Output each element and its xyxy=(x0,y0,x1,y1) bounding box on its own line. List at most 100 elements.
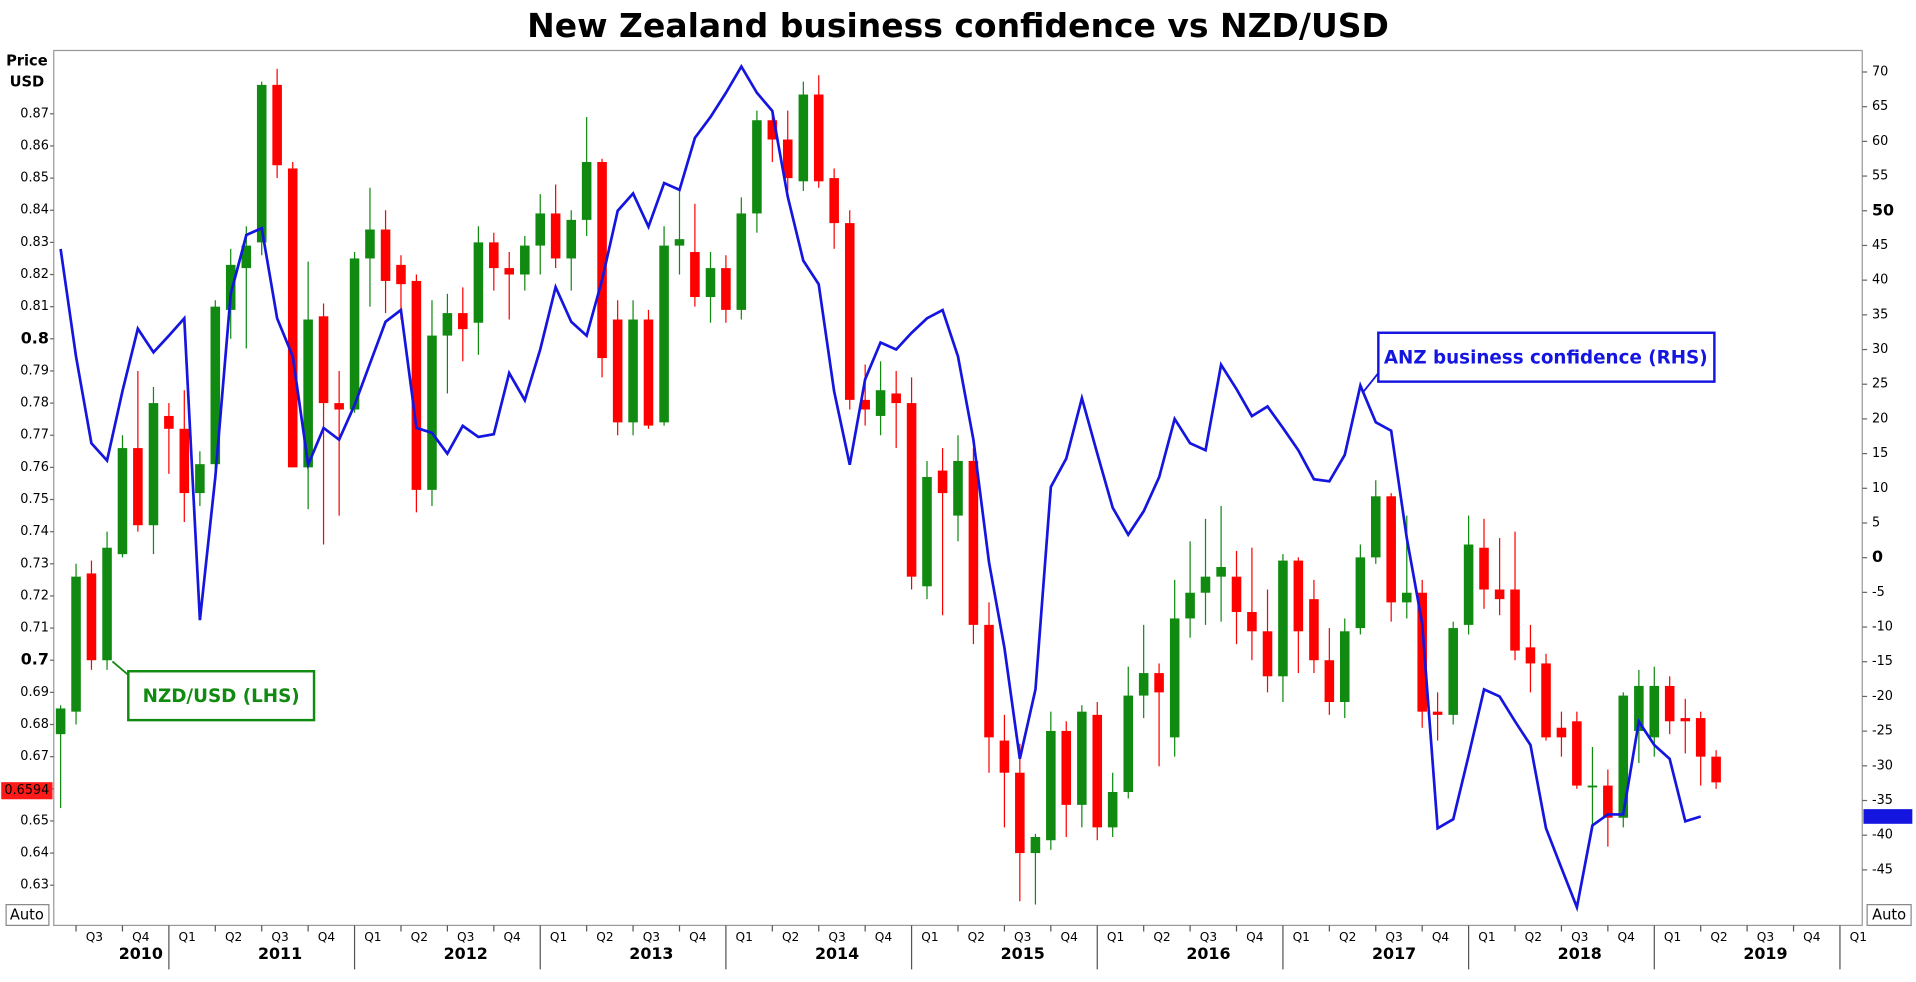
candle-body xyxy=(1432,711,1443,715)
y-tick-label: 0.87 xyxy=(20,106,49,121)
year-label: 2015 xyxy=(1001,944,1045,963)
x-tick-label: Q4 xyxy=(1618,930,1636,944)
candle-body xyxy=(690,252,700,298)
candle-body xyxy=(829,178,839,224)
x-tick-label: Q1 xyxy=(1293,930,1310,944)
y-tick-label: 0.81 xyxy=(20,299,49,314)
candle-body xyxy=(1278,560,1288,677)
y2-tick-label: -25 xyxy=(1872,724,1893,739)
x-tick-label: Q4 xyxy=(875,930,893,944)
auto-button[interactable] xyxy=(5,904,50,927)
candle-body xyxy=(1216,567,1226,577)
y2-tick-label: 15 xyxy=(1872,446,1888,461)
candle-body xyxy=(535,213,546,246)
auto-button-label[interactable]: Auto xyxy=(10,907,44,924)
y-tick-label: 0.74 xyxy=(20,524,49,539)
y-tick-label: 0.73 xyxy=(20,556,49,571)
candle-body xyxy=(1030,837,1041,854)
candle-body xyxy=(133,448,143,526)
candle-body xyxy=(256,84,267,243)
y2-tick-label: -20 xyxy=(1872,689,1893,704)
candle-body xyxy=(1339,631,1350,703)
annotations: NZD/USD (LHS) ANZ business confidence (R… xyxy=(111,331,1716,722)
candle-body xyxy=(1695,718,1706,757)
y2-tick-label: -5 xyxy=(1872,585,1885,600)
candle-body xyxy=(1510,589,1520,651)
y-tick-label: 0.64 xyxy=(20,846,49,861)
candle-body xyxy=(550,213,561,259)
y2-tick-label: 45 xyxy=(1872,238,1888,253)
year-label: 2011 xyxy=(258,944,302,963)
x-tick-label: Q4 xyxy=(689,930,707,944)
x-tick-label: Q3 xyxy=(1757,930,1774,944)
y-tick-label: 0.76 xyxy=(20,460,49,475)
x-tick-label: Q3 xyxy=(1200,930,1217,944)
last-price-marker xyxy=(1,782,53,800)
y2-tick-label: 25 xyxy=(1872,377,1888,392)
x-tick-label: Q4 xyxy=(132,930,150,944)
candle-body xyxy=(520,245,530,275)
y2-tick-label: 40 xyxy=(1872,273,1888,288)
candle-body xyxy=(1015,772,1025,854)
y2-tick-label: -30 xyxy=(1872,758,1893,773)
candle-body xyxy=(705,268,716,298)
confidence-line xyxy=(59,63,1702,913)
x-tick-label: Q3 xyxy=(86,930,103,944)
candle-body xyxy=(489,242,499,269)
y-tick-label: 0.82 xyxy=(20,267,49,282)
x-tick-label: Q3 xyxy=(1014,930,1031,944)
candle-body xyxy=(1664,685,1675,722)
x-tick-label: Q2 xyxy=(411,930,428,944)
candle-body xyxy=(349,258,360,410)
x-tick-label: Q1 xyxy=(1107,930,1124,944)
y2-tick-label: 70 xyxy=(1872,64,1888,79)
y2-tick-label: 10 xyxy=(1872,481,1888,496)
x-tick-label: Q2 xyxy=(782,930,799,944)
y-tick-label: 0.69 xyxy=(20,685,49,700)
candle-body xyxy=(1401,592,1412,603)
candle-body xyxy=(1634,685,1644,731)
candle-body xyxy=(1200,576,1211,593)
y-tick-label: 0.63 xyxy=(20,878,49,893)
y-tick-label: 0.77 xyxy=(20,428,49,443)
x-tick-label: Q1 xyxy=(550,930,567,944)
auto-button[interactable] xyxy=(1866,904,1912,927)
candle-body xyxy=(659,245,669,423)
candle-body xyxy=(179,428,190,494)
y-axis-label: Price USD xyxy=(6,52,48,90)
year-label: 2019 xyxy=(1743,944,1787,963)
candle-body xyxy=(767,120,778,140)
year-label: 2018 xyxy=(1558,944,1602,963)
y-tick-label: 0.78 xyxy=(20,396,49,411)
candle-body xyxy=(225,264,236,310)
candle-body xyxy=(1479,547,1489,590)
x-tick-label: Q1 xyxy=(736,930,753,944)
candle-body xyxy=(999,740,1010,773)
candle-body xyxy=(272,84,282,166)
y-tick-label: 0.71 xyxy=(20,621,49,636)
y2-tick-label: -35 xyxy=(1872,793,1893,808)
year-label: 2010 xyxy=(119,944,163,963)
y2-tick-label: 60 xyxy=(1872,134,1888,149)
candle-body xyxy=(117,448,128,555)
x-tick-label: Q2 xyxy=(1525,930,1542,944)
candle-body xyxy=(1107,792,1118,828)
axes: 0.630.640.650.660.670.680.690.70.710.720… xyxy=(1,64,1894,970)
candle-body xyxy=(1494,589,1505,600)
x-tick-label: Q4 xyxy=(1060,930,1078,944)
candle-body xyxy=(1138,673,1149,696)
x-tick-label: Q1 xyxy=(364,930,381,944)
candle-body xyxy=(1603,785,1613,818)
x-tick-label: Q2 xyxy=(1153,930,1170,944)
candle-body xyxy=(334,403,344,410)
candle-body xyxy=(1541,663,1551,738)
candle-body xyxy=(860,399,870,410)
candle-body xyxy=(1618,695,1629,818)
marks xyxy=(55,63,1913,913)
candle-body xyxy=(1046,730,1056,841)
auto-button-label[interactable]: Auto xyxy=(1872,907,1906,924)
candle-body xyxy=(303,319,313,468)
candle-body xyxy=(1649,685,1660,738)
x-tick-label: Q2 xyxy=(596,930,613,944)
candle-body xyxy=(597,162,607,359)
